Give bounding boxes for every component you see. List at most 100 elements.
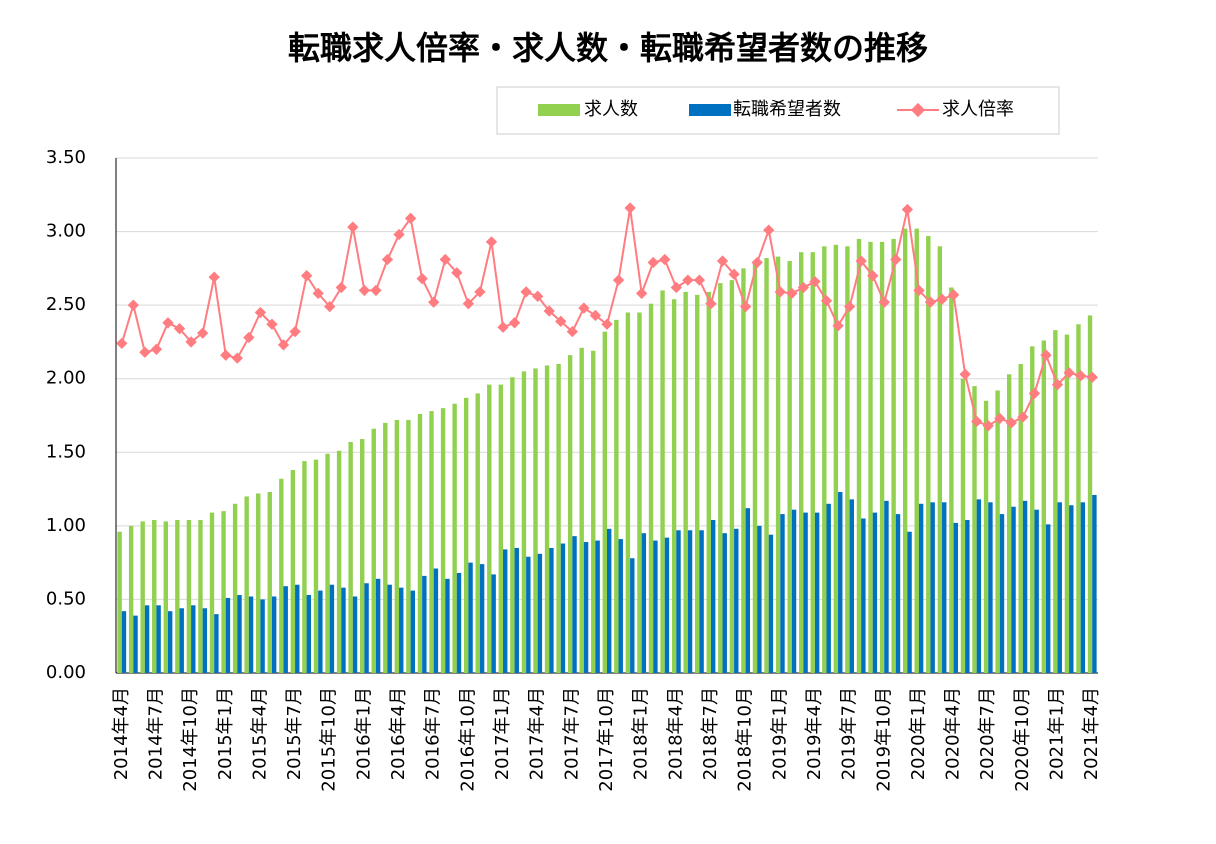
bar: [503, 549, 508, 673]
marker: [1075, 370, 1087, 382]
bar: [456, 572, 462, 673]
bar: [752, 262, 758, 673]
bar: [221, 511, 226, 673]
bar: [198, 519, 203, 673]
bar: [279, 478, 284, 673]
bar: [833, 244, 839, 674]
y-tick-label: 0.00: [46, 662, 86, 683]
bar: [202, 608, 208, 673]
bar: [336, 450, 342, 673]
marker: [439, 253, 451, 266]
bar: [741, 268, 746, 673]
bar: [429, 411, 434, 673]
bar: [152, 519, 157, 673]
marker: [404, 212, 417, 224]
marker: [867, 270, 879, 282]
bar: [710, 519, 716, 673]
bar: [937, 246, 943, 674]
marker: [347, 221, 359, 233]
bar: [664, 537, 670, 673]
bar: [341, 587, 346, 673]
bar: [1022, 500, 1028, 673]
y-tick-label: 1.00: [46, 515, 86, 536]
bar: [260, 599, 265, 673]
bar: [1069, 505, 1074, 673]
marker: [173, 323, 186, 335]
bar: [521, 371, 527, 673]
marker: [474, 286, 486, 298]
x-tick-label: 2015年10月: [319, 687, 340, 792]
marker: [959, 368, 971, 380]
bar: [787, 261, 792, 673]
marker: [589, 309, 602, 322]
bar: [861, 518, 866, 673]
marker: [982, 420, 994, 432]
bar: [879, 241, 885, 673]
bar: [826, 503, 831, 673]
marker: [947, 289, 960, 301]
bar: [537, 553, 543, 673]
bar: [907, 531, 912, 673]
bar: [625, 312, 631, 673]
bar: [479, 564, 485, 673]
bar: [884, 500, 889, 673]
marker: [254, 306, 267, 319]
bar: [1030, 346, 1035, 673]
bar: [375, 578, 381, 673]
bar: [699, 530, 704, 673]
bar: [722, 533, 727, 673]
bar: [209, 512, 215, 673]
bar: [687, 530, 693, 673]
bar: [128, 525, 134, 673]
marker: [971, 415, 983, 428]
bar: [810, 252, 815, 673]
x-tick-label: 2019年4月: [804, 687, 825, 780]
marker: [520, 286, 532, 298]
y-tick-label: 1.50: [46, 441, 86, 462]
marker: [612, 274, 625, 286]
marker: [636, 287, 648, 300]
bar: [764, 258, 769, 673]
bar: [1092, 494, 1097, 673]
bar: [683, 291, 688, 673]
bar: [745, 508, 751, 673]
x-tick-label: 2017年10月: [596, 687, 617, 792]
marker: [116, 337, 128, 350]
marker: [162, 317, 174, 329]
bar: [999, 514, 1005, 673]
marker: [1017, 411, 1029, 423]
bar: [514, 547, 519, 673]
legend-box: [496, 86, 1060, 135]
bar: [544, 365, 550, 673]
marker: [324, 300, 336, 313]
bar: [445, 578, 450, 673]
bar: [914, 228, 919, 673]
marker: [508, 317, 521, 329]
x-tick-label: 2018年7月: [700, 687, 721, 780]
bar: [960, 378, 966, 673]
bar: [930, 502, 935, 673]
bar: [849, 499, 855, 673]
bar: [768, 534, 774, 673]
bar: [567, 355, 573, 673]
bar: [417, 414, 423, 673]
marker: [682, 274, 694, 286]
bar: [618, 539, 623, 673]
bar: [602, 331, 607, 673]
bar: [1076, 324, 1081, 673]
bar: [660, 290, 665, 673]
marker: [220, 349, 232, 361]
marker: [358, 284, 371, 297]
bar: [845, 246, 850, 674]
bar: [163, 521, 168, 673]
marker: [543, 305, 555, 317]
bar: [371, 428, 376, 673]
x-tick-label: 2020年7月: [977, 687, 998, 780]
marker: [878, 296, 890, 308]
bar: [780, 514, 785, 673]
marker: [370, 284, 382, 297]
marker: [624, 202, 636, 214]
bar: [595, 540, 600, 673]
x-tick-label: 2015年1月: [215, 687, 236, 780]
bar: [1041, 340, 1047, 673]
